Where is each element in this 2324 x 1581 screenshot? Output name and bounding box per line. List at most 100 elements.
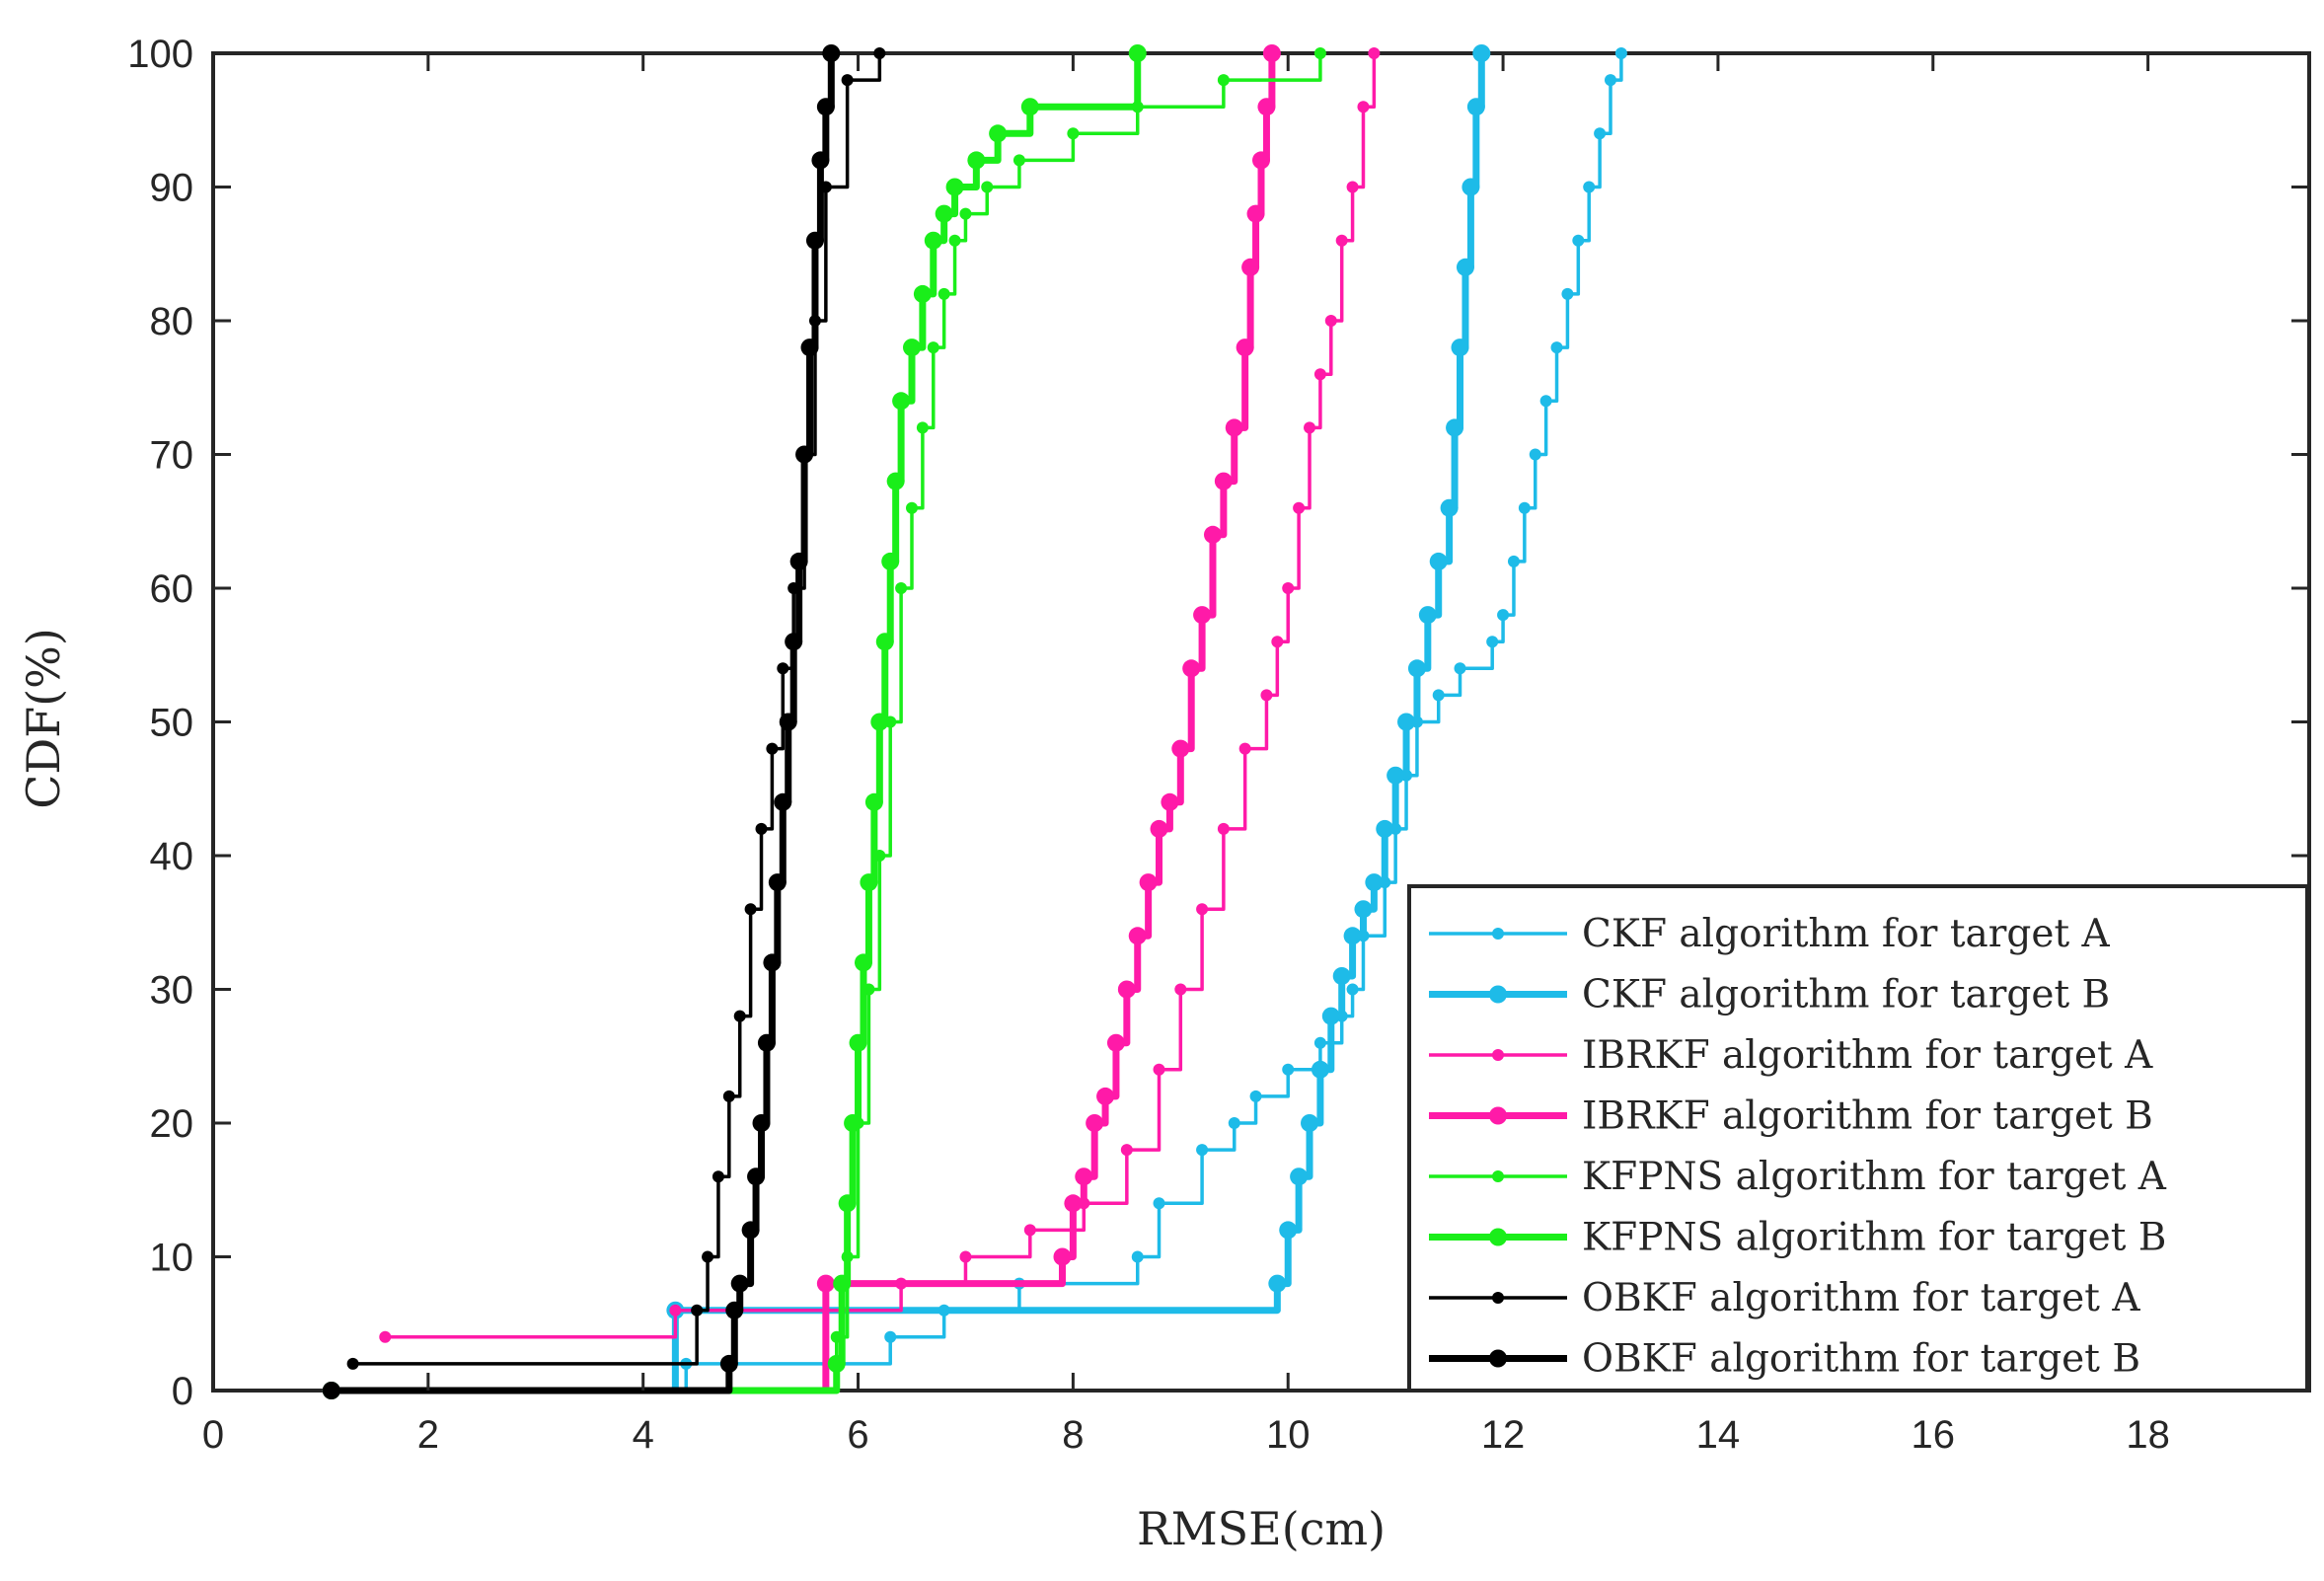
data-point (864, 792, 883, 811)
x-tick-label: 12 (1481, 1413, 1526, 1457)
legend-swatch-marker (1492, 928, 1504, 940)
y-tick-label: 0 (172, 1370, 193, 1413)
data-point (1053, 1247, 1072, 1266)
data-point (1193, 606, 1212, 625)
legend-swatch-marker (1492, 1170, 1504, 1182)
series-5 (325, 47, 1326, 1396)
data-point (1440, 498, 1459, 517)
data-point (860, 873, 878, 892)
data-point (1064, 1194, 1083, 1213)
y-tick-label: 90 (150, 167, 194, 210)
data-point (1301, 1114, 1319, 1132)
data-point (733, 1010, 746, 1022)
data-point (1561, 287, 1574, 300)
data-point (1332, 966, 1351, 985)
data-point (1131, 1250, 1144, 1263)
x-axis: 0 2 4 6 8 10 12 14 16 18 (202, 53, 2170, 1457)
data-point (989, 124, 1008, 143)
data-point (1174, 983, 1187, 996)
y-tick-label: 50 (150, 702, 194, 745)
data-point (892, 392, 911, 411)
legend-label: KFPNS algorithm for target A (1582, 1155, 2167, 1199)
data-point (1217, 74, 1230, 87)
x-tick-label: 10 (1266, 1413, 1311, 1457)
data-point (924, 231, 942, 250)
data-point (789, 552, 808, 570)
data-point (1429, 552, 1448, 570)
x-tick-label: 2 (417, 1413, 439, 1457)
data-point (1594, 127, 1607, 140)
data-point (1257, 98, 1276, 116)
data-point (1550, 341, 1563, 354)
data-point (747, 1167, 766, 1186)
data-point (1311, 1060, 1329, 1079)
y-tick-label: 70 (150, 434, 194, 478)
data-point (873, 47, 886, 59)
data-point (730, 1274, 749, 1293)
data-point (1252, 151, 1270, 170)
data-point (841, 74, 854, 87)
data-point (1023, 1224, 1036, 1237)
data-point (1529, 448, 1541, 461)
data-point (1357, 101, 1370, 113)
data-point (884, 1330, 897, 1343)
data-point (948, 234, 961, 247)
data-point (1313, 1036, 1326, 1049)
data-point (755, 822, 768, 835)
data-point (959, 207, 972, 220)
legend-label: CKF algorithm for target A (1582, 912, 2111, 956)
data-point (1486, 636, 1499, 648)
data-point (757, 1033, 776, 1052)
series-2 (322, 44, 1491, 1399)
data-point (1120, 1144, 1133, 1157)
data-point (1282, 582, 1295, 594)
legend-entry: IBRKF algorithm for target B (1429, 1094, 2153, 1139)
data-point (816, 1274, 835, 1293)
data-point (1407, 659, 1426, 678)
data-point (1432, 689, 1445, 702)
data-point (1324, 315, 1337, 327)
data-point (937, 287, 950, 300)
data-point (1260, 689, 1273, 702)
data-point (1454, 662, 1466, 675)
data-point (833, 1274, 852, 1293)
data-point (1418, 606, 1437, 625)
data-point (1196, 1144, 1209, 1157)
data-point (1246, 204, 1265, 223)
series-8 (322, 44, 841, 1399)
data-point (1279, 1221, 1298, 1240)
legend-label: IBRKF algorithm for target B (1582, 1094, 2153, 1139)
y-tick-label: 30 (150, 969, 194, 1013)
y-axis-title: CDF(%) (17, 628, 70, 809)
data-point (774, 792, 792, 811)
x-tick-label: 0 (202, 1413, 224, 1457)
data-point (1075, 1167, 1093, 1186)
legend-label: IBRKF algorithm for target A (1582, 1033, 2153, 1078)
data-point (719, 1354, 738, 1373)
data-point (1271, 636, 1284, 648)
data-point (1472, 44, 1491, 62)
data-point (1346, 983, 1359, 996)
x-tick-label: 6 (847, 1413, 868, 1457)
data-point (927, 341, 939, 354)
data-point (1214, 472, 1233, 490)
data-point (1153, 1063, 1165, 1076)
data-point (875, 633, 894, 651)
legend-swatch-marker (1492, 1292, 1504, 1304)
data-point (722, 1090, 735, 1102)
x-tick-label: 4 (633, 1413, 654, 1457)
data-point (777, 662, 789, 675)
data-point (800, 339, 819, 357)
data-point (895, 582, 908, 594)
data-point (1313, 47, 1326, 59)
data-point (1456, 258, 1474, 276)
data-point (322, 1382, 340, 1399)
data-point (768, 873, 787, 892)
data-point (766, 742, 779, 755)
data-point (1365, 873, 1384, 892)
legend-swatch-marker (1492, 1049, 1504, 1061)
legend-label: OBKF algorithm for target A (1582, 1276, 2140, 1320)
data-point (1241, 258, 1260, 276)
data-point (379, 1330, 392, 1343)
